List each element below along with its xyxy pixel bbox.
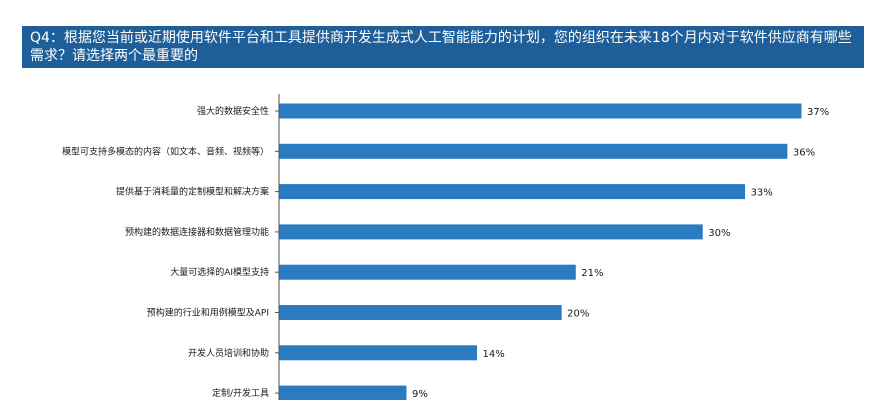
category-label: 大量可选择的AI模型支持 (170, 266, 269, 278)
category-label: 模型可支持多模态的内容（如文本、音频、视频等） (62, 145, 269, 157)
value-label: 14% (483, 349, 505, 360)
category-label: 强大的数据安全性 (197, 105, 269, 117)
bar (279, 224, 703, 240)
bar (279, 305, 562, 320)
bar (279, 103, 802, 119)
bar (279, 143, 788, 159)
chart-title: Q4：根据您当前或近期使用软件平台和工具提供商开发生成式人工智能能力的计划，您的… (22, 26, 864, 68)
category-label: 定制/开发工具 (212, 387, 269, 399)
bar (279, 385, 407, 400)
value-label: 21% (581, 268, 603, 279)
value-label: 30% (708, 228, 730, 239)
category-label: 预构建的行业和用例模型及API (147, 307, 269, 319)
category-label: 开发人员培训和协助 (188, 347, 269, 359)
value-label: 20% (567, 309, 589, 320)
value-label: 9% (412, 389, 428, 400)
bar (279, 345, 478, 361)
bar (279, 184, 746, 200)
value-label: 37% (807, 107, 829, 118)
category-label: 提供基于消耗量的定制模型和解决方案 (116, 186, 269, 198)
category-label: 预构建的数据连接器和数据管理功能 (125, 226, 269, 238)
value-label: 36% (793, 147, 815, 158)
value-label: 33% (751, 188, 773, 199)
bar (279, 264, 576, 280)
